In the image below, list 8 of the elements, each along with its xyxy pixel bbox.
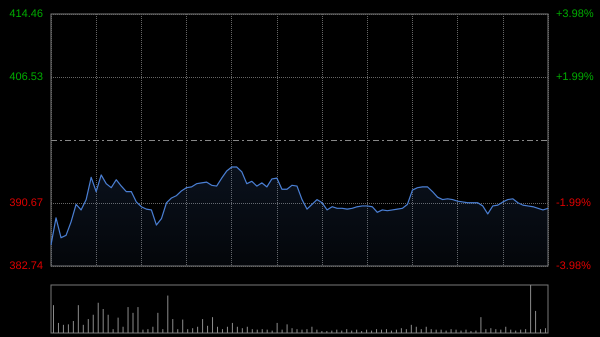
y2-tick-label: +3.98%: [556, 8, 594, 20]
y-tick-label: 382.74: [9, 260, 43, 272]
y-tick-label: 390.67: [9, 197, 43, 209]
y-tick-label: 414.46: [9, 8, 43, 20]
y-tick-label: 406.53: [9, 71, 43, 83]
y2-tick-label: -3.98%: [556, 260, 592, 272]
y2-tick-label: -1.99%: [556, 197, 592, 209]
y2-tick-label: +1.99%: [556, 71, 594, 83]
